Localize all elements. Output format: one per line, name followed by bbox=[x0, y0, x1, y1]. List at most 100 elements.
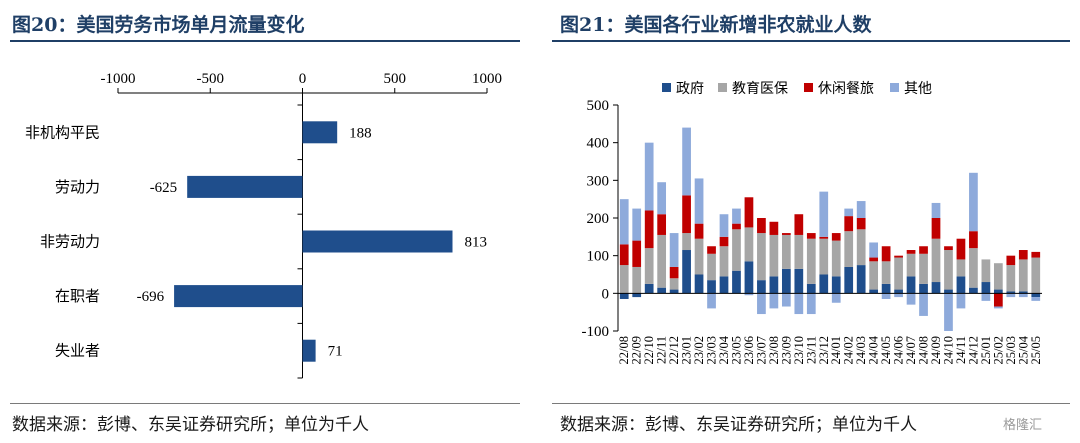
watermark-logo: 格隆汇 bbox=[1003, 418, 1043, 433]
legend-swatch bbox=[718, 83, 727, 92]
bar-segment bbox=[1018, 250, 1028, 260]
bar-segment bbox=[956, 238, 966, 260]
x-tick-label: 1000 bbox=[472, 71, 502, 87]
bar-segment bbox=[694, 178, 704, 224]
bar-segment bbox=[944, 246, 953, 251]
bar-segment bbox=[969, 231, 978, 249]
bar-segment bbox=[794, 214, 804, 235]
x-tick-label: 24/11 bbox=[954, 336, 968, 364]
x-tick-label: 23/05 bbox=[729, 336, 743, 364]
bar-segment bbox=[844, 216, 854, 232]
x-tick-label: 24/04 bbox=[867, 335, 881, 364]
y-tick-label: 300 bbox=[587, 173, 610, 189]
bar-segment bbox=[944, 289, 953, 294]
bar-segment bbox=[744, 197, 754, 228]
x-tick-label: 23/02 bbox=[692, 336, 706, 364]
bar-segment bbox=[1006, 265, 1016, 292]
bar-segment bbox=[869, 242, 879, 258]
bar-segment bbox=[919, 293, 928, 316]
bar-segment bbox=[669, 233, 679, 267]
bar-segment bbox=[806, 238, 816, 284]
legend-label: 教育医保 bbox=[732, 81, 788, 97]
bar-segment bbox=[769, 221, 779, 235]
bar-segment bbox=[619, 244, 629, 266]
bar-segment bbox=[1031, 251, 1041, 258]
bar-segment bbox=[757, 280, 766, 294]
bar bbox=[302, 339, 316, 362]
bar-segment bbox=[969, 248, 978, 288]
bar-segment bbox=[881, 283, 891, 294]
x-tick-label: 23/01 bbox=[680, 336, 694, 364]
bar-segment bbox=[719, 214, 729, 237]
bar-segment bbox=[769, 293, 779, 309]
bar-segment bbox=[881, 246, 891, 262]
bar-segment bbox=[881, 261, 891, 284]
right-chart-title: 图21：美国各行业新增非农就业人数 bbox=[560, 14, 872, 36]
x-tick-label: -500 bbox=[197, 71, 225, 87]
bar-segment bbox=[669, 289, 679, 294]
data-label: 71 bbox=[328, 344, 343, 360]
bar-segment bbox=[831, 240, 841, 277]
left-chart-title: 图20：美国劳务市场单月流量变化 bbox=[12, 14, 305, 36]
x-tick-label: 24/10 bbox=[941, 336, 955, 364]
x-tick-label: 24/03 bbox=[854, 336, 868, 364]
left-source-rule bbox=[10, 403, 520, 404]
bar-segment bbox=[707, 293, 716, 309]
bar-segment bbox=[919, 246, 928, 254]
x-tick-label: 22/10 bbox=[642, 336, 656, 364]
bar-segment bbox=[794, 234, 804, 269]
bar-segment bbox=[1031, 257, 1041, 294]
bar-segment bbox=[707, 253, 716, 281]
bar-segment bbox=[757, 233, 766, 281]
x-tick-label: 24/01 bbox=[829, 336, 843, 364]
bar-segment bbox=[644, 210, 654, 249]
bar-segment bbox=[906, 293, 916, 305]
bar-segment bbox=[781, 293, 791, 307]
bar-segment bbox=[894, 255, 903, 258]
bar-segment bbox=[769, 276, 779, 294]
bar-segment bbox=[682, 195, 691, 234]
bar-segment bbox=[732, 208, 741, 224]
x-tick-label: 23/11 bbox=[804, 336, 818, 364]
bar-segment bbox=[931, 218, 941, 239]
bar-segment bbox=[619, 293, 629, 299]
bar-segment bbox=[644, 142, 654, 211]
x-tick-label: 22/12 bbox=[667, 336, 681, 364]
bar-segment bbox=[931, 238, 941, 283]
bar-segment bbox=[669, 266, 679, 279]
bar-segment bbox=[956, 293, 966, 309]
bar-segment bbox=[719, 246, 729, 277]
bar-segment bbox=[657, 214, 667, 235]
bar-segment bbox=[844, 266, 854, 294]
bar-segment bbox=[757, 218, 766, 234]
bar-segment bbox=[719, 276, 729, 294]
x-tick-label: 25/02 bbox=[991, 336, 1005, 364]
x-tick-label: 0 bbox=[299, 71, 307, 87]
bar-segment bbox=[632, 266, 642, 294]
bar-segment bbox=[1006, 293, 1016, 298]
legend-label: 休闲餐旅 bbox=[818, 81, 874, 97]
bar-segment bbox=[894, 257, 903, 290]
x-tick-label: 25/01 bbox=[979, 336, 993, 364]
x-tick-label: 24/05 bbox=[879, 336, 893, 364]
bar-segment bbox=[831, 233, 841, 241]
bar-segment bbox=[657, 234, 667, 288]
bar-segment bbox=[707, 280, 716, 294]
bar-segment bbox=[1031, 297, 1041, 301]
bar-segment bbox=[1018, 293, 1028, 298]
bar-segment bbox=[856, 265, 866, 294]
bar-segment bbox=[819, 274, 829, 294]
x-tick-label: 24/02 bbox=[842, 336, 856, 364]
sector-payroll-chart: 政府 教育医保 休闲餐旅 其他-100010020030040050022/0822/… bbox=[582, 81, 1043, 364]
x-tick-label: 23/04 bbox=[717, 335, 731, 364]
bar-segment bbox=[694, 274, 704, 294]
bar-segment bbox=[694, 238, 704, 275]
x-tick-label: 22/11 bbox=[655, 336, 669, 364]
legend-label: 政府 bbox=[676, 81, 704, 97]
bar-segment bbox=[806, 233, 816, 239]
x-tick-label: 500 bbox=[384, 71, 407, 87]
x-tick-label: 24/06 bbox=[892, 336, 906, 364]
bar-segment bbox=[732, 229, 741, 271]
bar-segment bbox=[993, 293, 1003, 307]
bar-segment bbox=[869, 289, 879, 294]
